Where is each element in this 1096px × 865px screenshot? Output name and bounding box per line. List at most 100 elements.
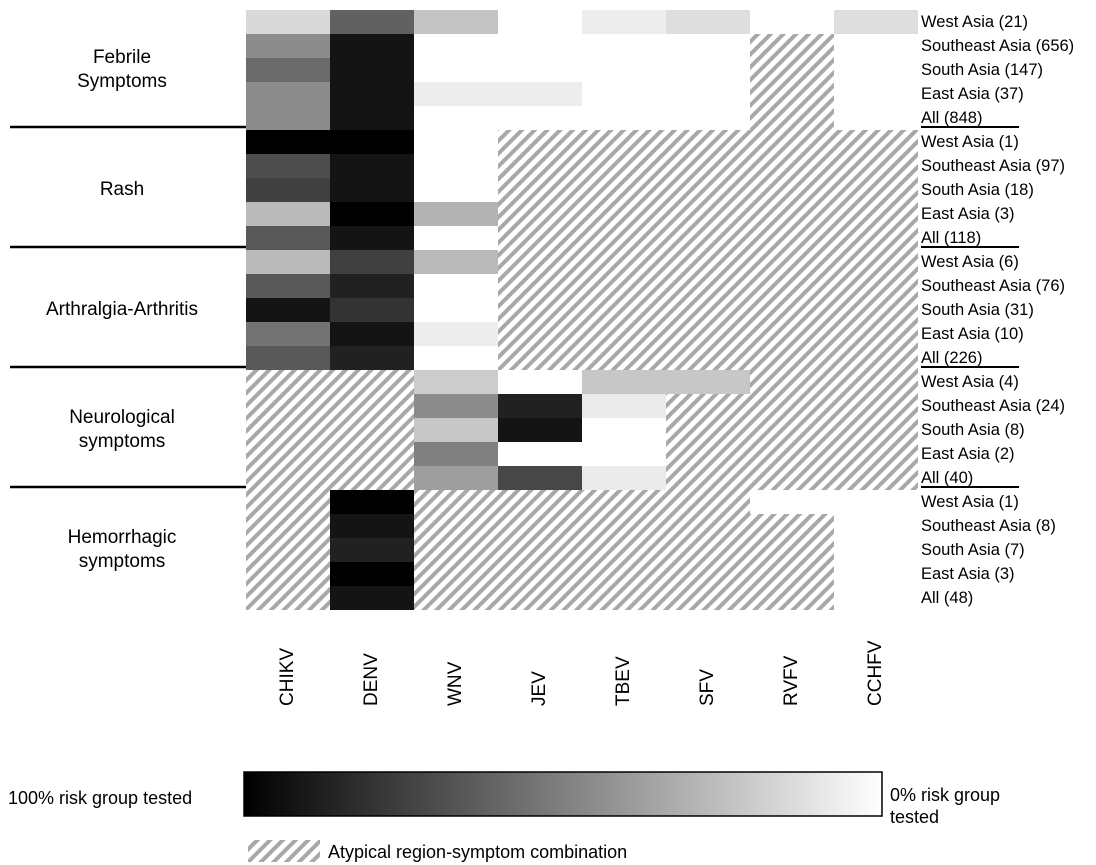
heatmap-cell bbox=[582, 130, 666, 154]
row-label: West Asia (1) bbox=[921, 133, 1019, 151]
heatmap-cell bbox=[666, 202, 750, 226]
row-label: All (48) bbox=[921, 589, 974, 607]
heatmap-cell bbox=[666, 562, 750, 586]
heatmap-cell bbox=[330, 514, 414, 538]
group-label: Rash bbox=[99, 179, 145, 200]
heatmap-cell bbox=[246, 586, 330, 610]
heatmap-cell bbox=[498, 346, 582, 370]
heatmap-cell bbox=[582, 226, 666, 250]
heatmap-cell bbox=[834, 298, 918, 322]
heatmap-cell bbox=[834, 418, 918, 442]
heatmap-cell bbox=[330, 466, 414, 490]
heatmap-cell bbox=[750, 202, 834, 226]
group-label: Febrile Symptoms bbox=[77, 47, 167, 92]
heatmap-cell bbox=[498, 418, 582, 442]
heatmap-cell bbox=[498, 562, 582, 586]
heatmap-cell bbox=[834, 346, 918, 370]
row-label: South Asia (18) bbox=[921, 181, 1034, 199]
heatmap-cell bbox=[498, 514, 582, 538]
heatmap-cell bbox=[414, 466, 498, 490]
heatmap-cell bbox=[750, 250, 834, 274]
row-label: Southeast Asia (656) bbox=[921, 37, 1075, 55]
heatmap-cell bbox=[246, 178, 330, 202]
group-label: Neurological symptoms bbox=[69, 407, 175, 452]
heatmap-cell bbox=[750, 442, 834, 466]
heatmap-cell bbox=[330, 106, 414, 130]
heatmap-cell bbox=[498, 538, 582, 562]
heatmap-cell bbox=[246, 154, 330, 178]
heatmap-cell bbox=[834, 370, 918, 394]
heatmap-cell bbox=[750, 370, 834, 394]
heatmap-cell bbox=[666, 274, 750, 298]
heatmap-cell bbox=[414, 178, 498, 202]
heatmap-cell bbox=[498, 130, 582, 154]
heatmap-cell bbox=[246, 10, 330, 34]
heatmap-cell bbox=[666, 130, 750, 154]
heatmap-cell bbox=[666, 58, 750, 82]
heatmap-cell bbox=[330, 250, 414, 274]
heatmap-cell bbox=[246, 322, 330, 346]
heatmap-cell bbox=[498, 298, 582, 322]
heatmap-cell bbox=[666, 250, 750, 274]
heatmap-cell bbox=[582, 250, 666, 274]
heatmap-cell bbox=[666, 466, 750, 490]
heatmap-cell bbox=[834, 514, 918, 538]
heatmap-cell bbox=[666, 538, 750, 562]
heatmap-cell bbox=[414, 226, 498, 250]
heatmap-cell bbox=[330, 394, 414, 418]
row-label: East Asia (10) bbox=[921, 325, 1024, 343]
heatmap-cell bbox=[498, 442, 582, 466]
heatmap-cell bbox=[498, 178, 582, 202]
column-label: CHIKV bbox=[277, 647, 298, 706]
heatmap-cell bbox=[414, 250, 498, 274]
heatmap-cell bbox=[582, 202, 666, 226]
heatmap-cell bbox=[414, 154, 498, 178]
heatmap-cell bbox=[414, 322, 498, 346]
heatmap-cell bbox=[666, 226, 750, 250]
heatmap-cell bbox=[330, 490, 414, 514]
heatmap-cell bbox=[330, 130, 414, 154]
heatmap-cell bbox=[834, 178, 918, 202]
heatmap-cell bbox=[414, 10, 498, 34]
heatmap-cell bbox=[834, 394, 918, 418]
heatmap-cell bbox=[414, 34, 498, 58]
heatmap-cell bbox=[330, 178, 414, 202]
heatmap-cell bbox=[330, 10, 414, 34]
heatmap-cell bbox=[750, 418, 834, 442]
column-label: DENV bbox=[361, 653, 382, 706]
heatmap-cell bbox=[834, 466, 918, 490]
heatmap-cell bbox=[750, 226, 834, 250]
heatmap-cell bbox=[834, 10, 918, 34]
heatmap-cell bbox=[750, 34, 834, 58]
row-label: East Asia (3) bbox=[921, 565, 1015, 583]
heatmap-cell bbox=[498, 10, 582, 34]
heatmap-cell bbox=[414, 106, 498, 130]
heatmap-cell bbox=[330, 370, 414, 394]
column-label: CCHFV bbox=[865, 640, 886, 706]
heatmap-cell bbox=[330, 418, 414, 442]
heatmap-cell bbox=[582, 58, 666, 82]
heatmap-cell bbox=[834, 130, 918, 154]
heatmap-cell bbox=[750, 586, 834, 610]
row-label: West Asia (4) bbox=[921, 373, 1019, 391]
heatmap-cell bbox=[498, 466, 582, 490]
heatmap-cell bbox=[246, 514, 330, 538]
heatmap-cell bbox=[414, 274, 498, 298]
heatmap-cell bbox=[834, 274, 918, 298]
heatmap-cell bbox=[498, 226, 582, 250]
heatmap-cell bbox=[498, 106, 582, 130]
heatmap-cell bbox=[750, 346, 834, 370]
heatmap-cell bbox=[834, 322, 918, 346]
row-label: All (848) bbox=[921, 109, 983, 127]
legend-gradient-bar bbox=[243, 771, 883, 817]
heatmap-cell bbox=[750, 466, 834, 490]
heatmap-cell bbox=[414, 418, 498, 442]
heatmap-cell bbox=[330, 226, 414, 250]
row-label: South Asia (8) bbox=[921, 421, 1025, 439]
heatmap-cell bbox=[582, 370, 666, 394]
heatmap-cell bbox=[330, 82, 414, 106]
heatmap-cell bbox=[414, 562, 498, 586]
heatmap-cell bbox=[834, 562, 918, 586]
heatmap-cell bbox=[666, 394, 750, 418]
heatmap-cell bbox=[750, 298, 834, 322]
